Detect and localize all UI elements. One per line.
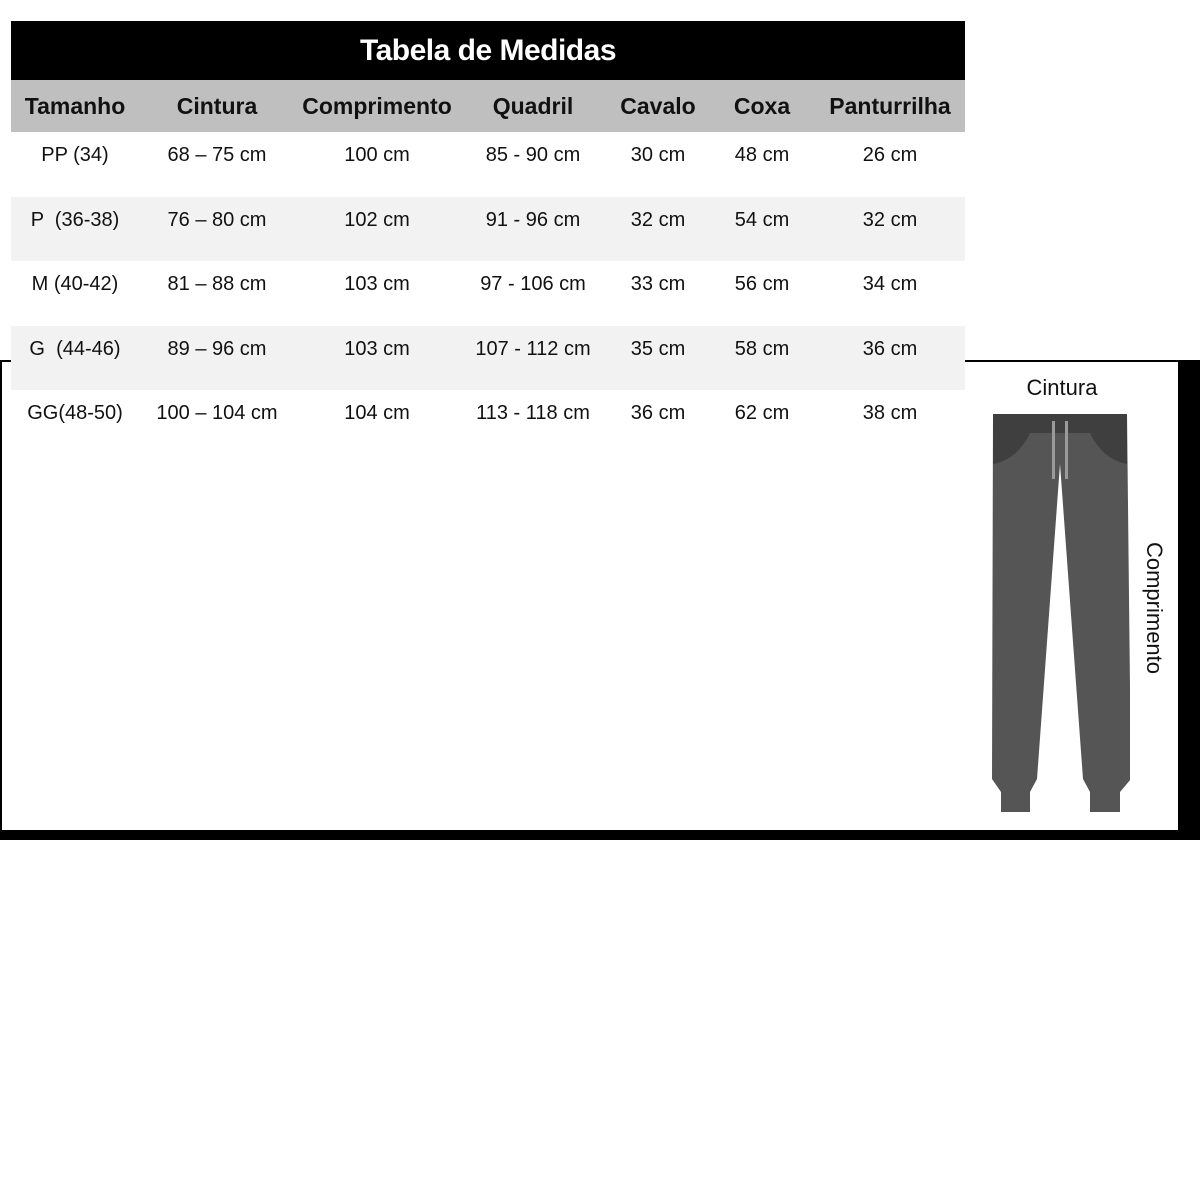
table-cell: 38 cm (862, 402, 918, 425)
size-table: Tabela de Medidas Tamanho Cintura Comprime… (11, 21, 965, 455)
column-header: Panturrilha (829, 92, 951, 119)
table-cell: 100 – 104 cm (156, 402, 278, 425)
table-cell: 81 – 88 cm (167, 273, 267, 296)
table-cell: 103 cm (344, 337, 410, 360)
table-cell: 36 cm (862, 337, 918, 360)
drawstring-left (1052, 421, 1055, 479)
table-row: P (36-38) 76 – 80 cm 102 cm 91 - 96 cm 32 cm… (11, 196, 965, 262)
table-cell: 107 - 112 cm (475, 337, 591, 360)
table-cell: 48 cm (734, 144, 790, 166)
left-pocket (993, 433, 1030, 464)
size-chart-panel (2, 362, 1178, 830)
column-header: Cavalo (620, 92, 696, 119)
table-cell: 32 cm (862, 208, 918, 231)
column-header: Tamanho (24, 92, 126, 119)
table-cell: 100 cm (344, 144, 410, 166)
table-cell: 68 – 75 cm (167, 144, 267, 166)
waist-label: Cintura (1026, 375, 1098, 400)
table-cell: 30 cm (630, 144, 686, 166)
table-cell: 26 cm (862, 144, 918, 166)
table-cell: 85 - 90 cm (485, 144, 581, 166)
table-cell: 104 cm (344, 402, 410, 425)
length-label: Comprimento (1142, 541, 1167, 675)
right-pocket (1090, 433, 1127, 464)
column-header: Cintura (176, 92, 258, 119)
waistband (993, 414, 1127, 433)
table-title: Tabela de Medidas (11, 21, 965, 80)
table-row: GG(48-50) 100 – 104 cm 104 cm 113 - 118 cm 3… (11, 390, 965, 455)
table-cell: GG(48-50) (27, 402, 123, 425)
pants-body (992, 414, 1130, 812)
table-row: M (40-42) 81 – 88 cm 103 cm 97 - 106 cm 33 c… (11, 261, 965, 326)
table-cell: 56 cm (734, 273, 790, 296)
drawstring-right (1065, 421, 1068, 479)
column-header: Quadril (492, 92, 574, 119)
table-cell: 103 cm (344, 273, 410, 296)
table-cell: 54 cm (734, 208, 790, 231)
table-cell: 91 - 96 cm (485, 208, 581, 231)
table-cell: M (40-42) (31, 273, 119, 296)
table-cell: 113 - 118 cm (476, 402, 590, 425)
table-cell: P (36-38) (30, 208, 120, 231)
table-cell: 62 cm (734, 402, 790, 425)
table-cell: 102 cm (344, 208, 410, 231)
table-cell: PP (34) (41, 144, 109, 166)
table-cell: 36 cm (630, 402, 686, 425)
table-cell: 33 cm (630, 273, 686, 296)
table-cell: 97 - 106 cm (480, 273, 586, 296)
table-cell: 34 cm (862, 273, 918, 296)
column-header: Comprimento (302, 92, 452, 119)
table-cell: 32 cm (630, 208, 686, 231)
table-cell: 58 cm (734, 337, 790, 360)
table-row: PP (34) 68 – 75 cm 100 cm 85 - 90 cm 30 cm 48… (11, 132, 965, 197)
table-header: Tamanho Cintura Comprimento Quadril Cavalo Co… (11, 80, 965, 132)
pants-icon (992, 414, 1130, 812)
column-header: Coxa (733, 92, 791, 119)
table-row: G (44-46) 89 – 96 cm 103 cm 107 - 112 cm 35 … (11, 325, 965, 391)
table-cell: 89 – 96 cm (167, 337, 267, 360)
table-cell: G (44-46) (29, 337, 121, 360)
table-cell: 35 cm (630, 337, 686, 360)
table-cell: 76 – 80 cm (167, 208, 267, 231)
